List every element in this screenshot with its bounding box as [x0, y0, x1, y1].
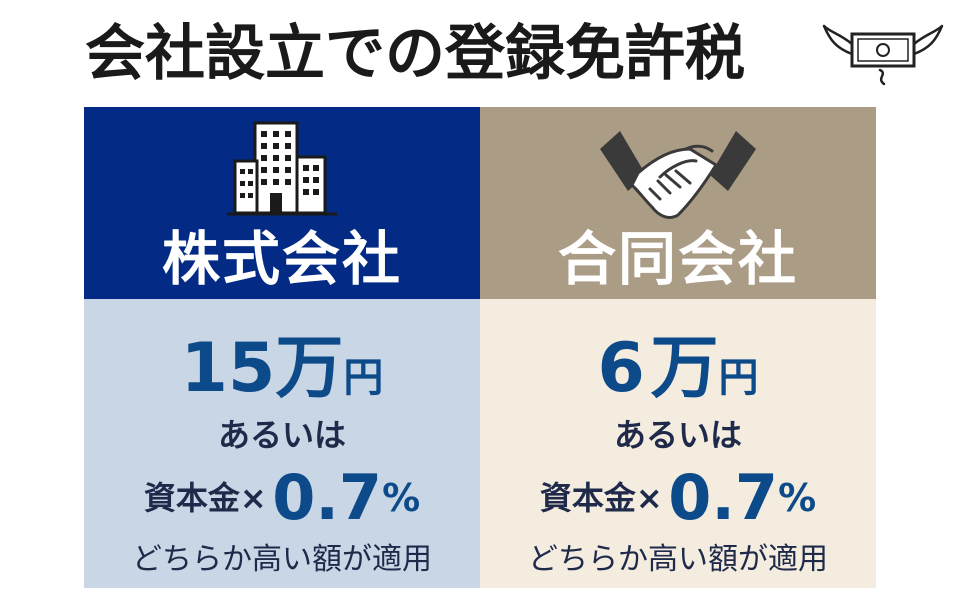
or-text: あるいは	[613, 416, 742, 454]
rate-formula: 資本金× 0.7%	[480, 463, 876, 533]
amount-man: 万	[275, 329, 344, 408]
amount-number: 15	[180, 329, 276, 408]
rate-value: 0.7	[668, 461, 779, 534]
amount-number: 6	[597, 329, 645, 408]
company-type-label: 合同会社	[557, 225, 798, 293]
rate-value: 0.7	[272, 461, 383, 534]
company-type-label: 株式会社	[161, 225, 402, 293]
column-header: 株式会社	[84, 107, 480, 299]
tax-amount: 15万円	[84, 331, 480, 407]
percent-sign: %	[382, 476, 421, 520]
column-godo-kaisha: 合同会社 6 万円 あるいは 資本金× 0.7% どちらか高い額が適用	[480, 107, 876, 588]
flying-money-icon	[822, 24, 944, 86]
or-text: あるいは	[217, 416, 346, 454]
rate-formula: 資本金× 0.7%	[84, 463, 480, 533]
column-body: 15万円 あるいは 資本金× 0.7% どちらか高い額が適用	[84, 299, 480, 588]
handshake-icon	[600, 131, 756, 219]
amount-yen: 円	[718, 355, 759, 401]
percent-sign: %	[778, 476, 817, 520]
column-body: 6 万円 あるいは 資本金× 0.7% どちらか高い額が適用	[480, 299, 876, 588]
note-text: どちらか高い額が適用	[528, 542, 828, 577]
page-title: 会社設立での登録免許税	[85, 19, 745, 89]
office-building-icon	[227, 121, 337, 216]
capital-basis: 資本金×	[143, 479, 267, 517]
column-header: 合同会社	[480, 107, 876, 299]
column-kabushiki-kaisha: 株式会社 15万円 あるいは 資本金× 0.7% どちらか高い額が適用	[84, 107, 480, 588]
capital-basis: 資本金×	[539, 479, 663, 517]
note-text: どちらか高い額が適用	[132, 542, 432, 577]
amount-man: 万	[650, 329, 719, 408]
tax-amount: 6 万円	[480, 331, 876, 407]
amount-yen: 円	[343, 355, 384, 401]
